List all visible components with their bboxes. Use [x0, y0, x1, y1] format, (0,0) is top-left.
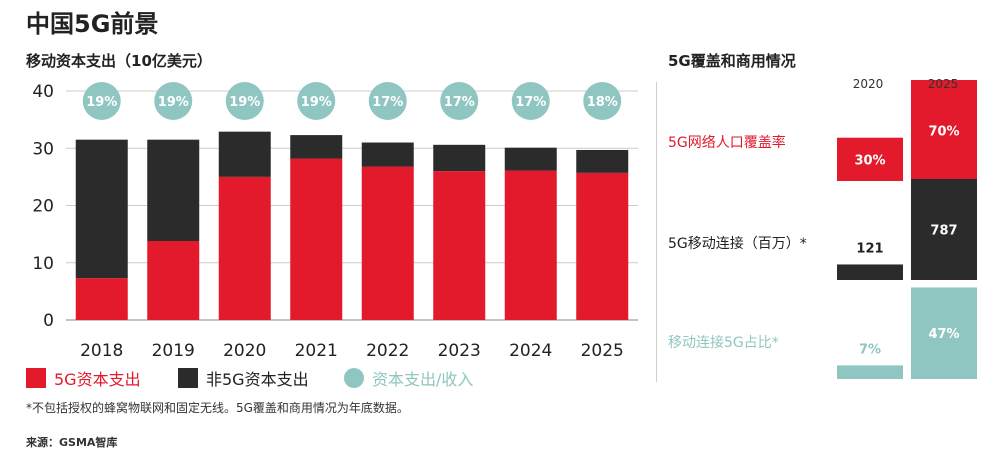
x-tick-label: 2019 — [152, 341, 195, 361]
capex-revenue-label: 18% — [587, 95, 618, 110]
bar-non5g-2021 — [290, 135, 343, 159]
y-tick-label: 20 — [32, 197, 54, 217]
x-tick-label: 2023 — [438, 341, 481, 361]
legend-label-ratio: 资本支出/收入 — [372, 370, 474, 389]
right-panel-subtitle: 5G覆盖和商用情况 — [668, 52, 796, 70]
bar-non5g-2023 — [433, 144, 486, 172]
bar-5g-2023 — [433, 171, 486, 320]
panel-bar-1-2025 — [911, 179, 977, 280]
capex-revenue-circle-2018 — [82, 82, 121, 120]
capex-revenue-label: 17% — [444, 95, 475, 110]
x-tick-label: 2020 — [223, 341, 266, 361]
capex-revenue-label: 19% — [86, 95, 117, 110]
bar-non5g-2025 — [576, 149, 629, 173]
panel-value-label: 70% — [928, 125, 959, 140]
capex-revenue-circle-2020 — [225, 82, 264, 120]
panel-bar-1-2020 — [837, 264, 903, 280]
legend-non5g-capex: 非5G资本支出 — [178, 367, 309, 389]
panel-bar-2-2025 — [911, 287, 977, 379]
capex-revenue-circle-2024 — [511, 82, 550, 120]
panel-value-label: 30% — [854, 153, 885, 168]
year-header-2025: 2025 — [927, 77, 959, 91]
bar-non5g-2019 — [147, 139, 200, 241]
legend-dot-teal — [344, 368, 364, 388]
panel-bar-2-2020 — [837, 365, 903, 379]
y-tick-label: 30 — [32, 139, 54, 159]
bar-non5g-2020 — [218, 131, 271, 177]
bar-5g-2022 — [361, 166, 414, 320]
bar-non5g-2024 — [504, 147, 557, 171]
panel-value-label: 787 — [930, 224, 957, 239]
row-label-share: 移动连接5G占比* — [668, 335, 779, 351]
capex-revenue-circle-2023 — [440, 82, 479, 120]
capex-revenue-label: 19% — [158, 95, 189, 110]
capex-revenue-circle-2021 — [297, 82, 336, 120]
legend-label-5g: 5G资本支出 — [54, 370, 141, 389]
capex-revenue-label: 17% — [372, 95, 403, 110]
bar-5g-2025 — [576, 172, 629, 320]
x-tick-label: 2025 — [581, 341, 624, 361]
source-note: 来源：GSMA智库 — [26, 436, 118, 449]
legend-swatch-dark — [178, 368, 198, 388]
panel-divider — [656, 82, 657, 382]
legend-5g-capex: 5G资本支出 — [26, 367, 141, 389]
bar-5g-2024 — [504, 170, 557, 320]
legend-capex-revenue: 资本支出/收入 — [344, 367, 473, 389]
capex-revenue-circle-2022 — [368, 82, 407, 120]
x-tick-label: 2022 — [366, 341, 409, 361]
panel-bar-0-2020 — [837, 137, 903, 181]
row-label-coverage: 5G网络人口覆盖率 — [668, 135, 786, 151]
capex-revenue-circle-2019 — [154, 82, 193, 120]
capex-revenue-circle-2025 — [583, 82, 622, 120]
capex-revenue-label: 19% — [229, 95, 260, 110]
capex-revenue-label: 17% — [515, 95, 546, 110]
bar-5g-2020 — [218, 176, 271, 320]
row-label-connections: 5G移动连接（百万）* — [668, 236, 807, 252]
bar-5g-2019 — [147, 240, 200, 320]
y-tick-label: 40 — [32, 82, 54, 102]
legend-label-non5g: 非5G资本支出 — [206, 370, 309, 389]
bar-non5g-2022 — [361, 142, 414, 167]
left-chart-subtitle: 移动资本支出（10亿美元） — [26, 52, 212, 70]
page-title: 中国5G前景 — [26, 10, 159, 38]
panel-value-label: 47% — [928, 327, 959, 342]
x-tick-label: 2024 — [509, 341, 552, 361]
bar-non5g-2018 — [75, 139, 128, 279]
y-tick-label: 0 — [43, 311, 54, 331]
year-header-2020: 2020 — [852, 77, 884, 91]
legend-swatch-red — [26, 368, 46, 388]
footnote: *不包括授权的蜂窝物联网和固定无线。5G覆盖和商用情况为年底数据。 — [26, 401, 409, 415]
bar-5g-2018 — [75, 278, 128, 320]
capex-revenue-label: 19% — [301, 95, 332, 110]
x-tick-label: 2018 — [80, 341, 123, 361]
panel-value-label: 121 — [856, 241, 883, 256]
panel-value-label: 7% — [859, 342, 881, 357]
x-tick-label: 2021 — [295, 341, 338, 361]
y-tick-label: 10 — [32, 254, 54, 274]
bar-5g-2021 — [290, 158, 343, 320]
panel-bar-0-2025 — [911, 80, 977, 181]
